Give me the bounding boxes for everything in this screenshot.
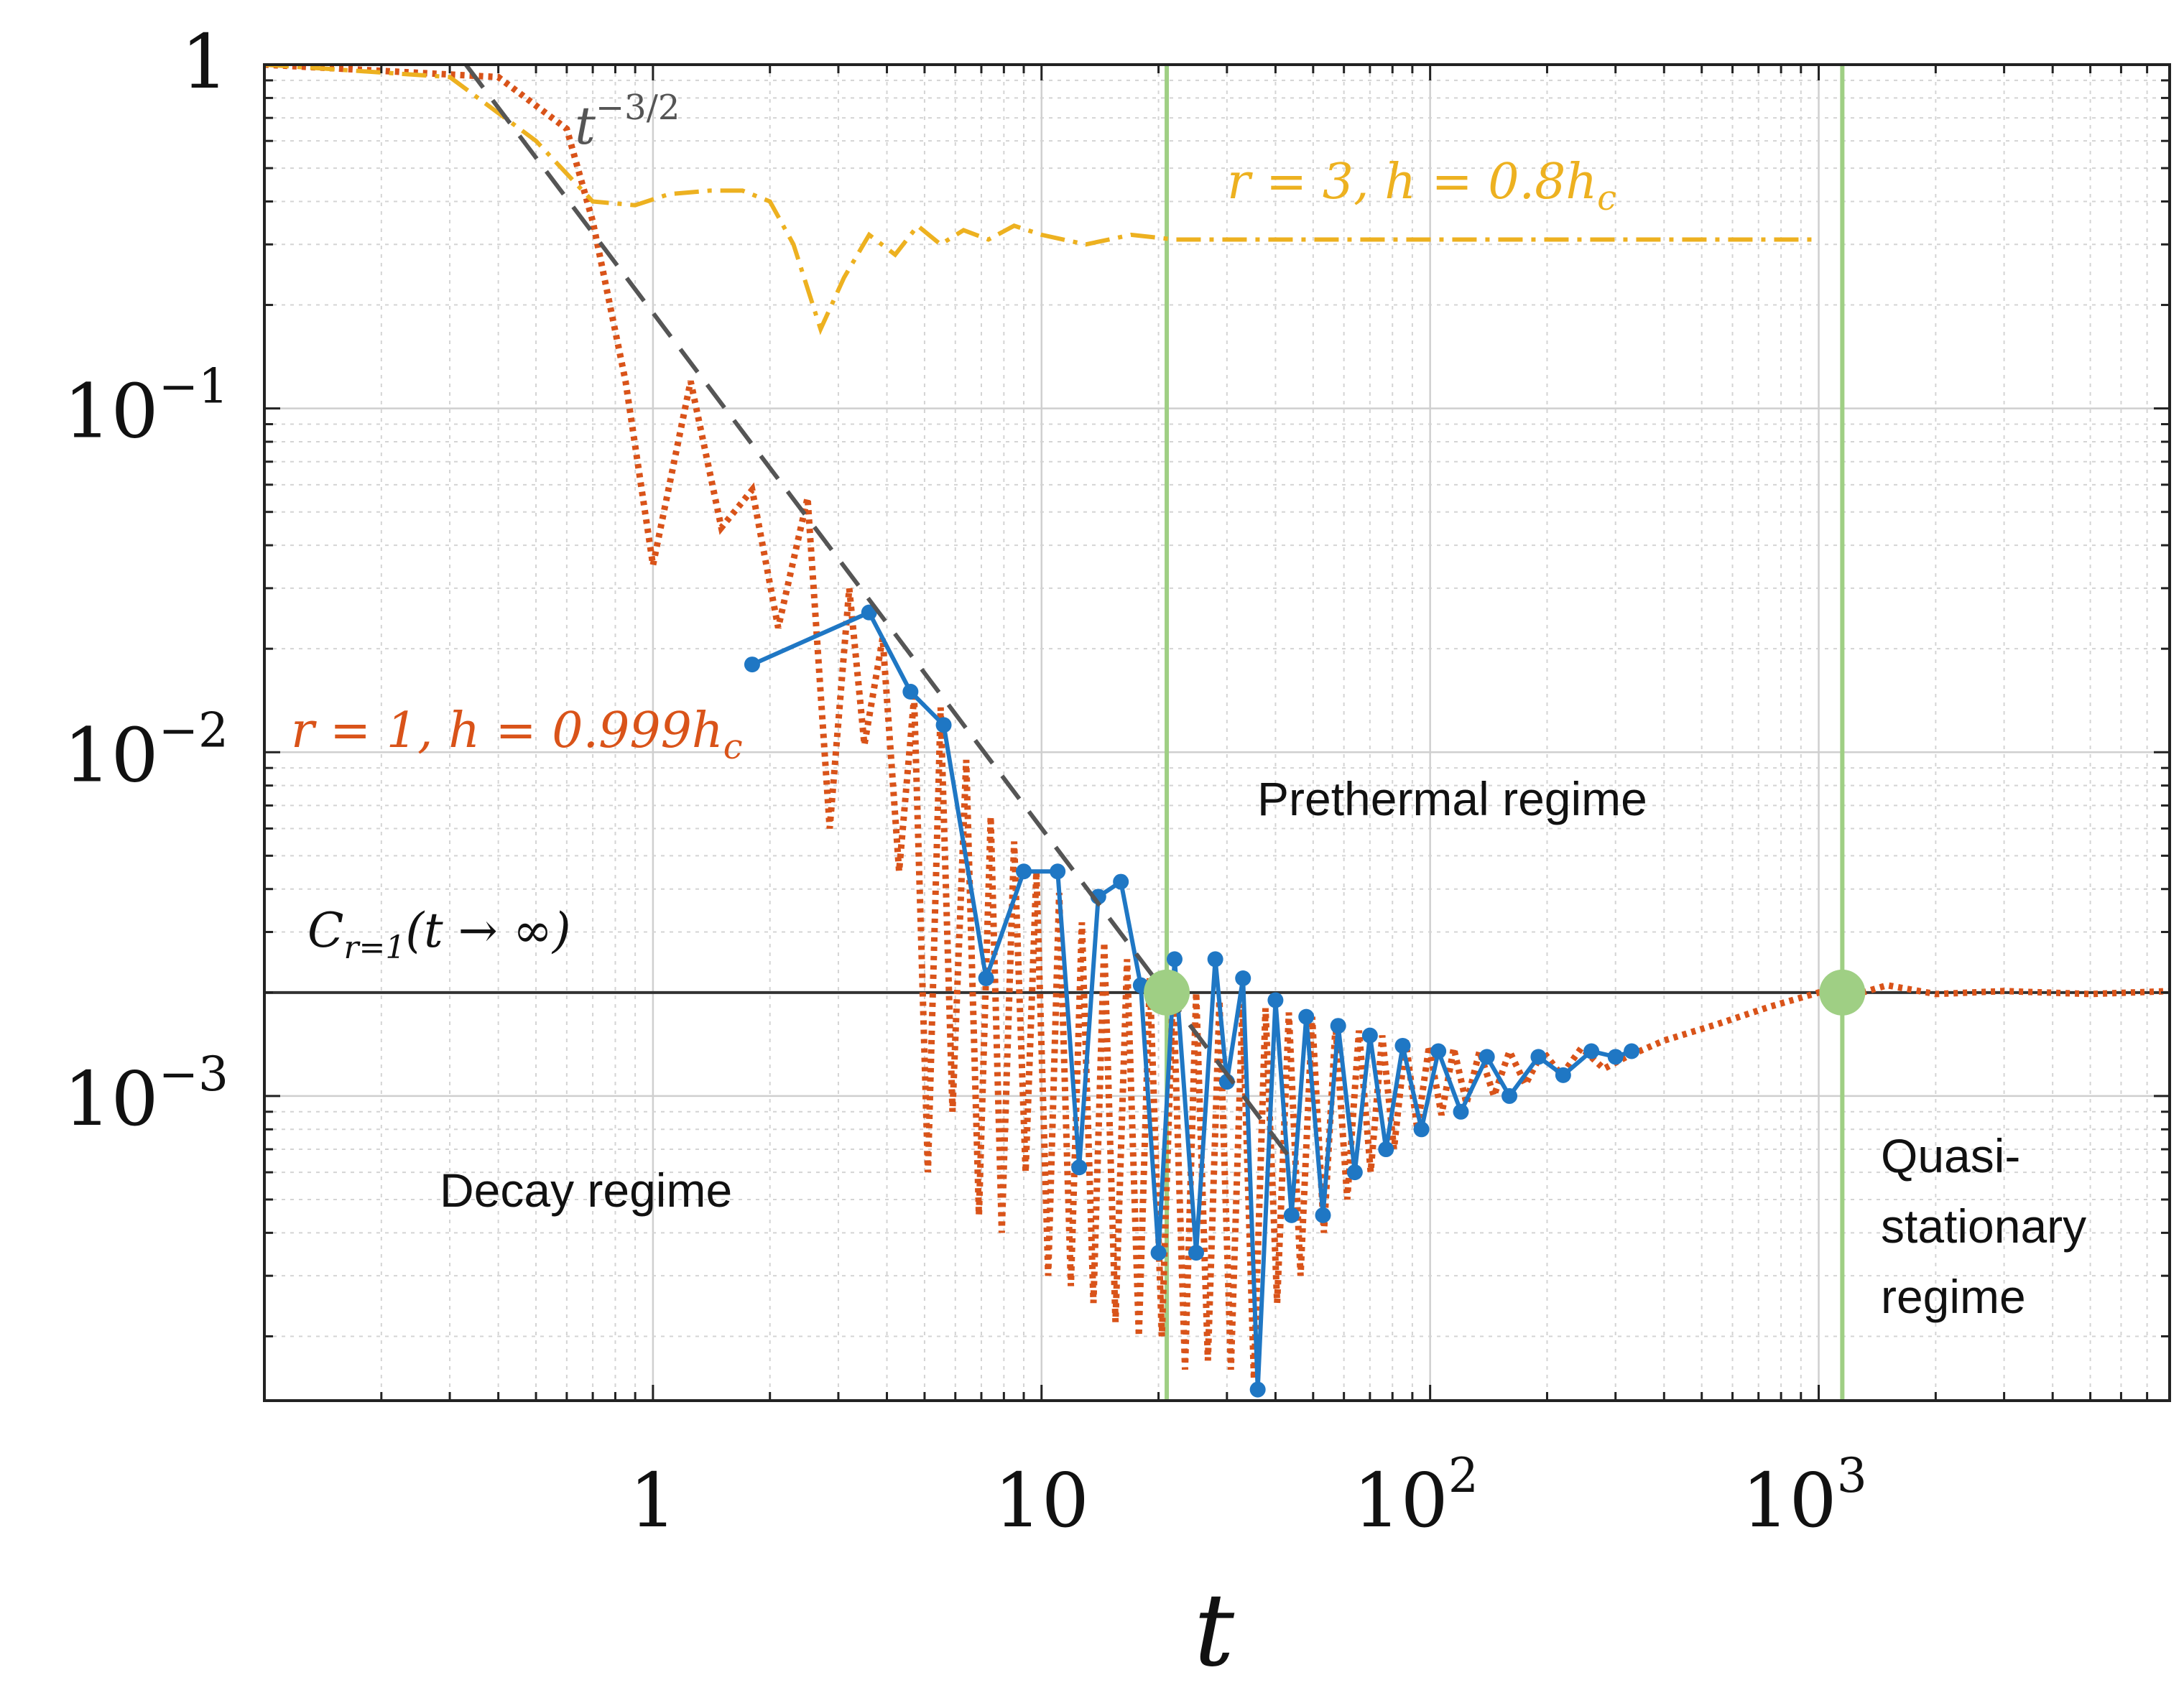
series-orange-line	[264, 65, 2170, 1380]
blue-data-point	[1249, 1381, 1266, 1398]
blue-data-point	[1315, 1207, 1331, 1223]
transition-dot	[1144, 969, 1190, 1016]
tick-marks	[264, 65, 2170, 1401]
plot-background	[264, 65, 2170, 1401]
asymptote-label: Cr=1(t → ∞)	[307, 903, 571, 966]
y-tick-labels: 1 10−1 10−2 10−3	[63, 18, 228, 1143]
blue-data-point	[978, 970, 994, 987]
quasi-regime-label-2: stationary	[1881, 1200, 2086, 1253]
decay-regime-label: Decay regime	[440, 1164, 732, 1217]
blue-data-point	[744, 657, 760, 673]
quasi-regime-label-3: regime	[1881, 1270, 2026, 1323]
quasi-regime-label-1: Quasi-	[1881, 1129, 2020, 1182]
power-law-reference-line	[464, 65, 1297, 1166]
blue-data-point	[1583, 1043, 1600, 1059]
blue-data-point	[935, 717, 952, 733]
y-tick-label: 10−3	[63, 1047, 228, 1143]
blue-data-point	[1479, 1049, 1495, 1065]
blue-data-point	[1555, 1067, 1571, 1083]
x-tick-label: 10	[994, 1457, 1089, 1544]
transition-points	[1144, 969, 1866, 1016]
blue-data-point	[1502, 1087, 1518, 1104]
blue-data-point	[1330, 1018, 1346, 1034]
blue-data-point	[1607, 1049, 1624, 1065]
power-law-label: t−3/2	[575, 88, 680, 156]
blue-data-point	[1453, 1103, 1469, 1120]
x-tick-labels: 1 10 102 103	[629, 1448, 1867, 1544]
yellow-series-label: r = 3, h = 0.8hc	[1227, 154, 1616, 218]
blue-data-point	[1530, 1049, 1547, 1065]
blue-data-point	[1430, 1043, 1447, 1059]
x-tick-label: 103	[1741, 1448, 1866, 1544]
blue-data-point	[1283, 1207, 1300, 1223]
blue-data-point	[1113, 873, 1129, 890]
prethermal-regime-label: Prethermal regime	[1257, 772, 1647, 825]
transition-dot	[1819, 969, 1866, 1016]
blue-data-point	[1346, 1164, 1363, 1181]
orange-series-label: r = 1, h = 0.999hc	[291, 702, 743, 767]
series-blue-markers	[744, 604, 1640, 1398]
blue-data-point	[1624, 1043, 1640, 1059]
plot-layer	[264, 65, 2170, 1401]
blue-data-point	[1235, 970, 1251, 987]
x-axis-label: t	[1194, 1572, 1235, 1689]
blue-data-point	[861, 604, 877, 621]
x-tick-label: 1	[629, 1457, 677, 1544]
y-tick-label: 10−1	[63, 359, 228, 455]
plot-frame	[263, 63, 2171, 1402]
blue-data-point	[1207, 951, 1223, 968]
blue-data-point	[1050, 863, 1066, 880]
blue-data-point	[1413, 1121, 1430, 1138]
y-tick-label: 1	[181, 18, 228, 106]
blue-data-point	[1378, 1141, 1394, 1158]
x-tick-label: 102	[1353, 1448, 1478, 1544]
blue-data-point	[1188, 1245, 1205, 1261]
blue-data-point	[1166, 951, 1183, 968]
blue-data-point	[1361, 1027, 1378, 1044]
series-yellow-line	[264, 65, 1819, 335]
blue-data-point	[1016, 863, 1032, 880]
blue-data-point	[1071, 1159, 1088, 1176]
blue-data-point	[1150, 1245, 1167, 1261]
blue-data-point	[1267, 992, 1284, 1008]
blue-data-point	[902, 683, 919, 700]
blue-data-point	[1394, 1037, 1411, 1054]
y-tick-label: 10−2	[63, 702, 228, 799]
blue-data-point	[1298, 1008, 1315, 1025]
